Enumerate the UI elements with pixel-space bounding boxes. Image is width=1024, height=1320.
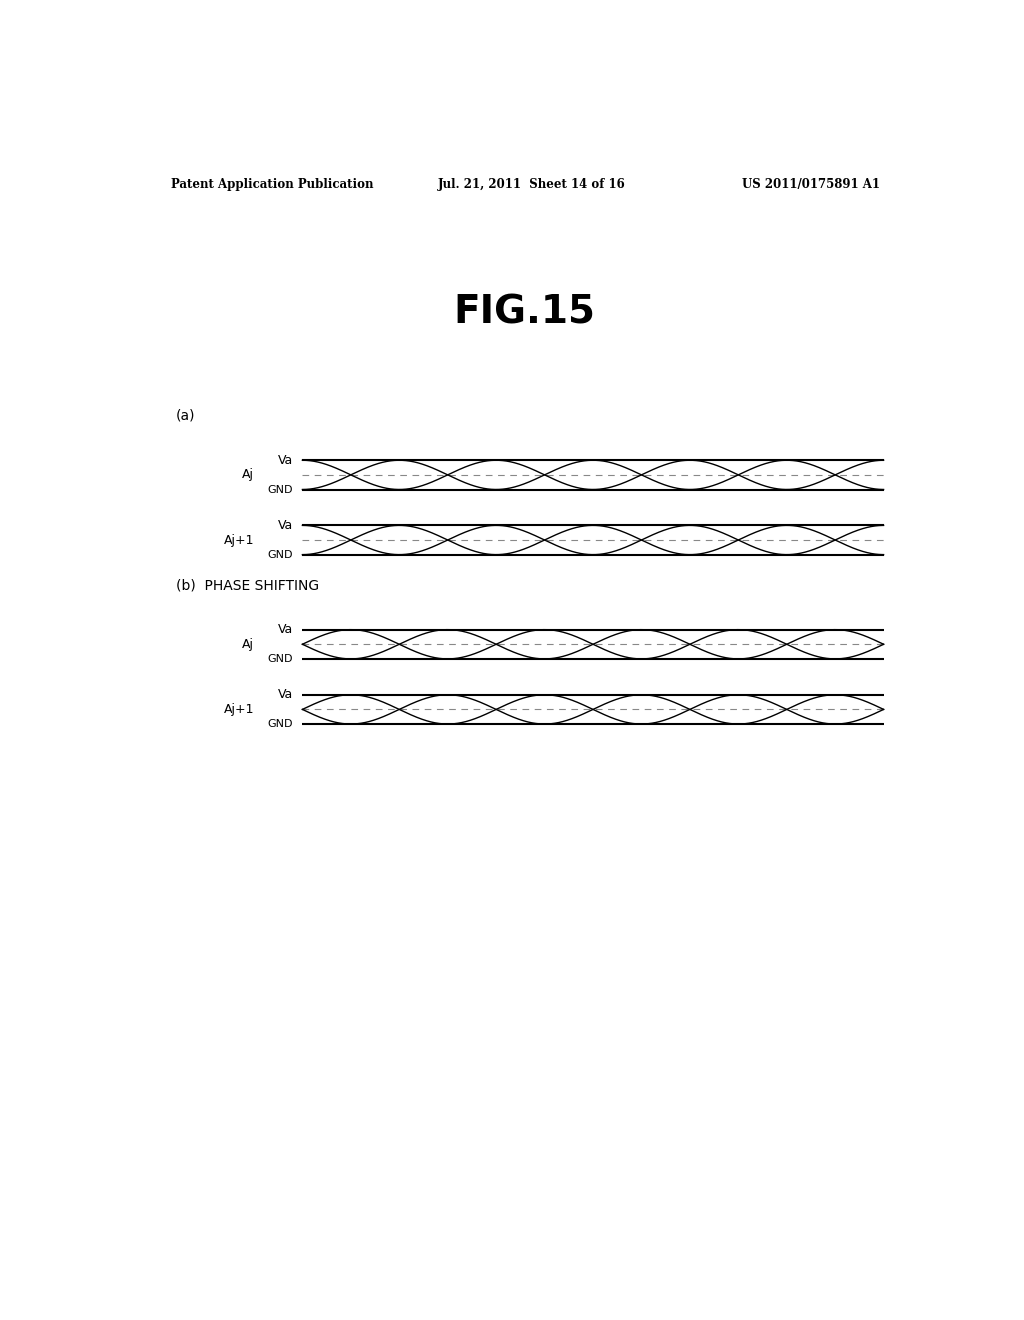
Text: FIG.15: FIG.15: [454, 293, 596, 331]
Text: (a): (a): [176, 409, 196, 422]
Text: Va: Va: [278, 623, 293, 636]
Text: GND: GND: [267, 653, 293, 664]
Text: Aj+1: Aj+1: [224, 533, 254, 546]
Text: Aj: Aj: [243, 638, 254, 651]
Text: Va: Va: [278, 454, 293, 467]
Text: US 2011/0175891 A1: US 2011/0175891 A1: [741, 178, 880, 190]
Text: Va: Va: [278, 688, 293, 701]
Text: Patent Application Publication: Patent Application Publication: [171, 178, 373, 190]
Text: Aj+1: Aj+1: [224, 704, 254, 715]
Text: Va: Va: [278, 519, 293, 532]
Text: GND: GND: [267, 484, 293, 495]
Text: Aj: Aj: [243, 469, 254, 482]
Text: Jul. 21, 2011  Sheet 14 of 16: Jul. 21, 2011 Sheet 14 of 16: [438, 178, 626, 190]
Text: (b)  PHASE SHIFTING: (b) PHASE SHIFTING: [176, 578, 319, 593]
Text: GND: GND: [267, 549, 293, 560]
Text: GND: GND: [267, 719, 293, 729]
